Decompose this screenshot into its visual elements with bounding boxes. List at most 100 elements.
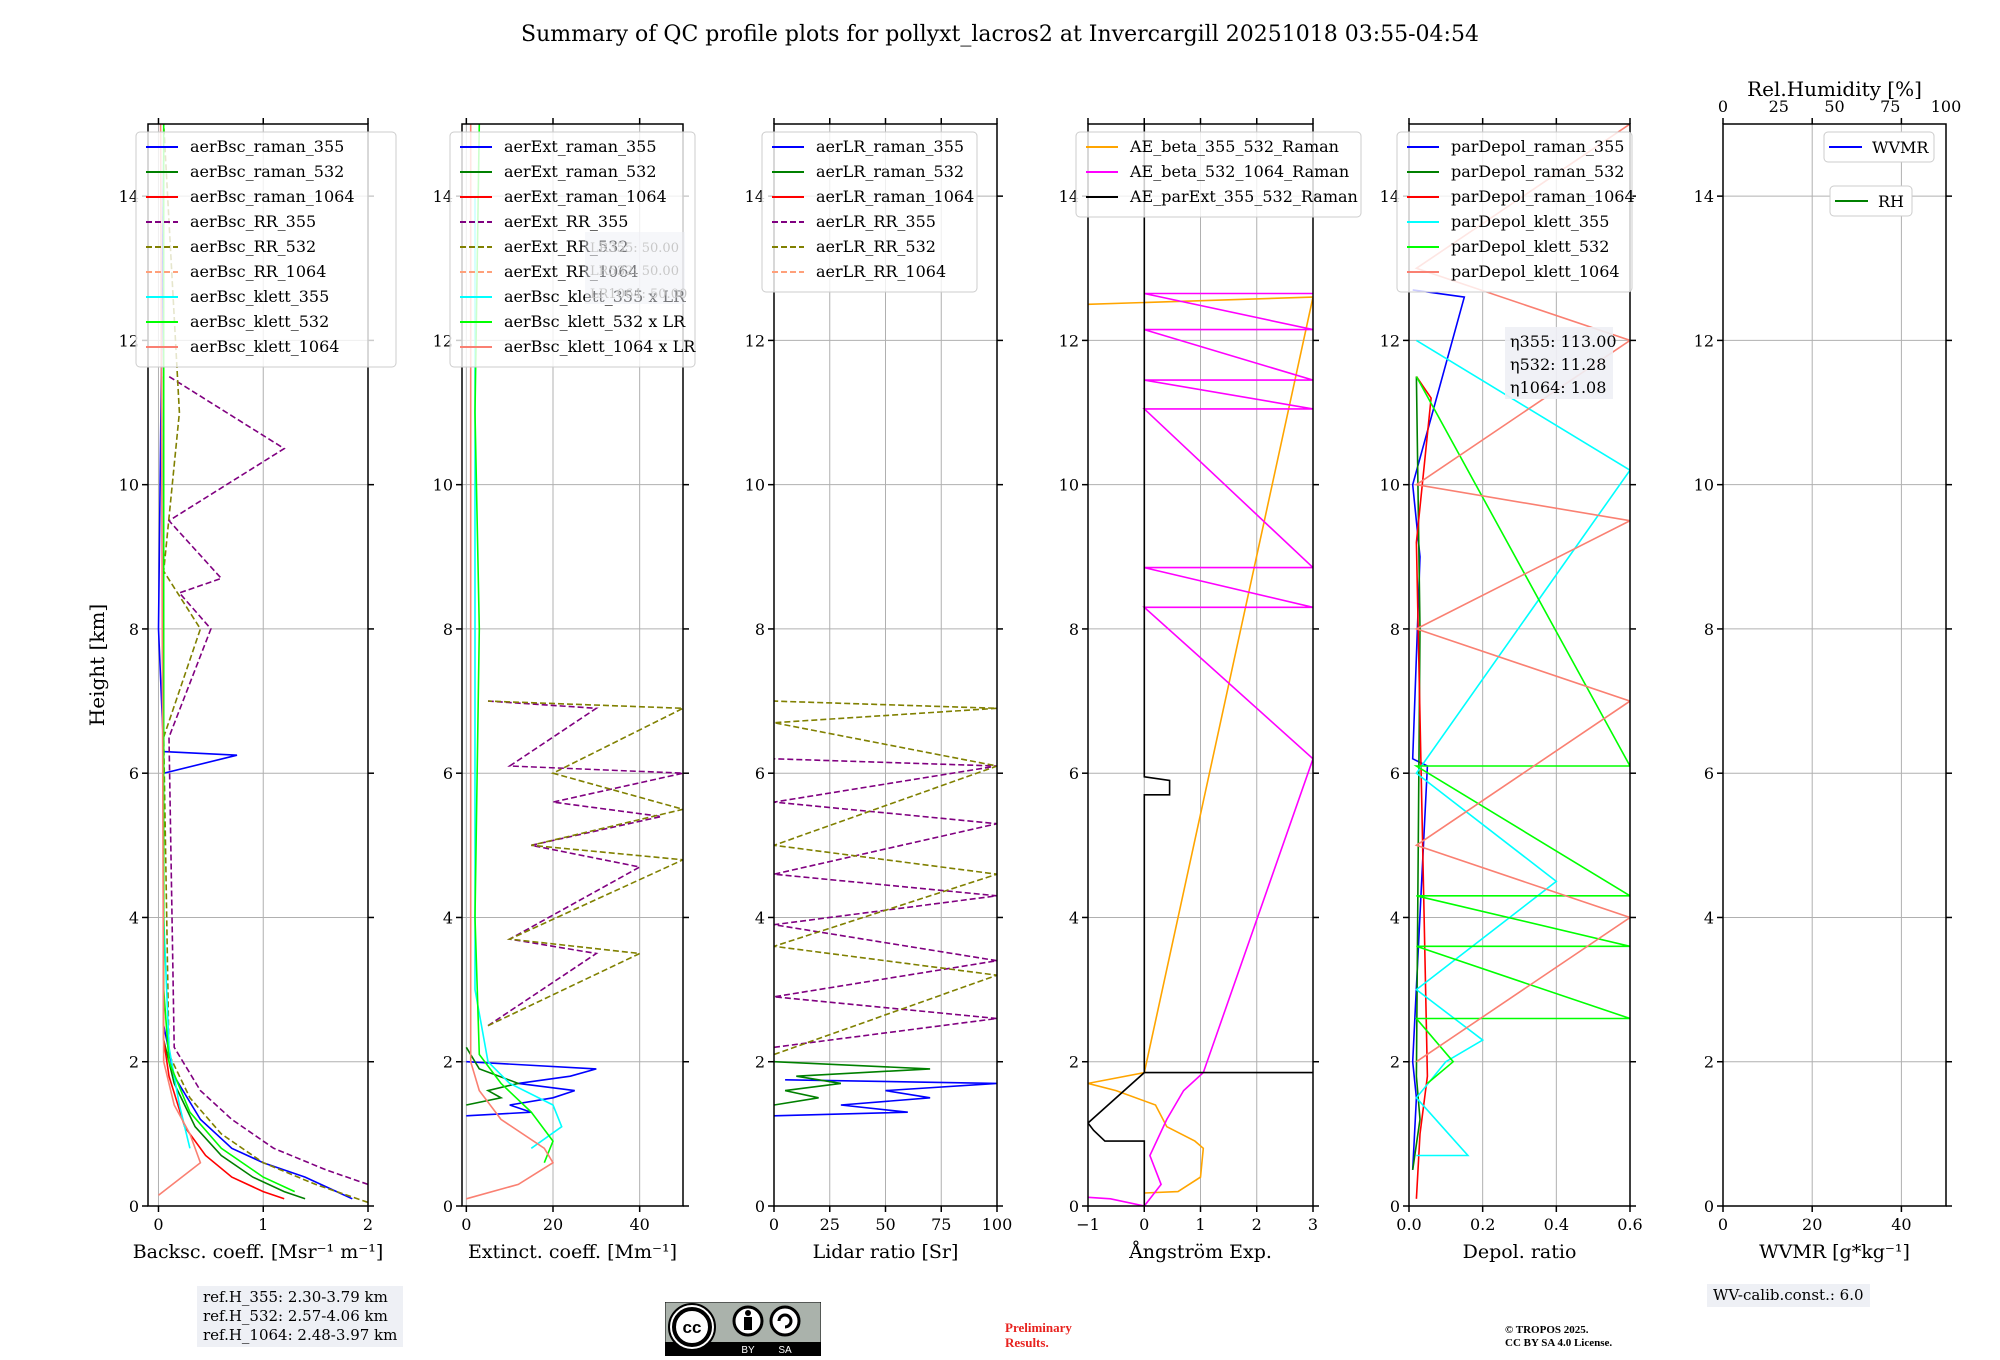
- y-tick-label: 14: [433, 187, 453, 206]
- y-tick-label: 8: [129, 620, 139, 639]
- x-tick-label: 100: [982, 1215, 1013, 1234]
- y-tick-label: 2: [443, 1053, 453, 1072]
- x-axis-label: WVMR [g*kg⁻¹]: [1759, 1241, 1910, 1263]
- legend-label: aerLR_raman_355: [816, 137, 964, 156]
- y-tick-label: 6: [755, 764, 765, 783]
- legend-label: aerBsc_RR_355: [190, 212, 316, 231]
- legend-box: [449, 131, 696, 368]
- annotation-text: η1064: 1.08: [1510, 378, 1606, 397]
- legend-box: [135, 131, 397, 368]
- x-axis-label: Depol. ratio: [1463, 1241, 1577, 1263]
- y-tick-label: 2: [755, 1053, 765, 1072]
- axes-frame: [1722, 123, 1947, 1207]
- legend-label: aerLR_RR_1064: [816, 262, 946, 281]
- legend-label: aerBsc_klett_1064: [190, 337, 339, 356]
- legend-label: parDepol_klett_1064: [1451, 262, 1620, 281]
- y-tick-label: 2: [1704, 1053, 1714, 1072]
- series-line-aerbsc-klett-1064: [158, 124, 202, 1196]
- legend-label: aerBsc_klett_532 x LR: [504, 312, 686, 331]
- y-tick-label: 14: [1059, 187, 1079, 206]
- panel-extinction: 0 20 40 0 2 4 6 8 10 12 14 Extinct. coeff. [Mm⁻¹] ae…: [433, 118, 696, 1263]
- x-axis-label: Backsc. coeff. [Msr⁻¹ m⁻¹]: [133, 1241, 384, 1263]
- x-axis-label: Extinct. coeff. [Mm⁻¹]: [468, 1241, 677, 1263]
- legend-label: WVMR: [1872, 138, 1929, 157]
- top-x-tick-label: 50: [1824, 97, 1844, 116]
- legend-label: parDepol_raman_532: [1451, 162, 1624, 181]
- legend-label: AE_parExt_355_532_Raman: [1129, 187, 1358, 206]
- panel-depolarization: 0.0 0.2 0.4 0.6 0 2 4 6 8 10 12 14 Depol. ratio parDe…: [1380, 118, 1643, 1263]
- y-tick-label: 8: [1390, 620, 1400, 639]
- legend-label: AE_beta_532_1064_Raman: [1129, 162, 1349, 181]
- legend-box: [761, 131, 978, 293]
- y-tick-label: 4: [755, 908, 765, 927]
- legend-box: [1075, 131, 1362, 218]
- y-tick-label: 8: [755, 620, 765, 639]
- series-line-aerlr-raman-532: [774, 1060, 931, 1106]
- x-tick-label: 0.2: [1470, 1215, 1495, 1234]
- series-line-aerbsc-rr-532: [162, 124, 368, 1204]
- legend-label: aerBsc_klett_355: [190, 287, 329, 306]
- series-line-ae-beta-355-532-raman: [1088, 296, 1313, 1194]
- series-line-pardepol-klett-355: [1415, 339, 1630, 1157]
- y-tick-label: 6: [1390, 764, 1400, 783]
- ref-height-532: ref.H_532: 2.57-4.06 km: [203, 1307, 388, 1325]
- axes-frame: [461, 123, 684, 1207]
- copyright-line-2: CC BY SA 4.0 License.: [1505, 1337, 1613, 1349]
- by-label: BY: [741, 1345, 755, 1356]
- series-line-aerlr-raman-355: [774, 1079, 997, 1117]
- cc-by-sa-license-badge: cc BY SA: [665, 1302, 821, 1356]
- legend-label: aerBsc_raman_355: [190, 137, 344, 156]
- y-tick-label: 0: [443, 1197, 453, 1216]
- series-line-ae-beta-532-1064-raman: [1088, 292, 1313, 1206]
- legend-label: parDepol_raman_1064: [1451, 187, 1635, 206]
- wv-calibration-constant: WV-calib.const.: 6.0: [1713, 1286, 1864, 1304]
- series-line-aerbsc-klett-355-x-lr: [474, 196, 563, 1149]
- y-tick-label: 4: [129, 908, 139, 927]
- x-tick-label: 0.6: [1617, 1215, 1642, 1234]
- series-line-pardepol-klett-532: [1413, 376, 1630, 1085]
- x-axis-label: Ångström Exp.: [1128, 1241, 1272, 1263]
- y-tick-label: 10: [119, 476, 139, 495]
- series-line-pardepol-raman-532: [1411, 376, 1421, 1171]
- series-line-aerext-rr-532: [487, 700, 683, 1027]
- y-tick-label: 8: [1704, 620, 1714, 639]
- x-tick-label: 25: [820, 1215, 840, 1234]
- x-tick-label: 2: [1252, 1215, 1262, 1234]
- x-tick-label: 0: [1718, 1215, 1728, 1234]
- y-axis-label: Height [km]: [85, 604, 109, 726]
- annotation-text: LR532: 50.00: [590, 264, 679, 279]
- annotation-text: η355: 113.00: [1510, 332, 1617, 351]
- y-tick-label: 6: [129, 764, 139, 783]
- y-tick-label: 14: [119, 187, 139, 206]
- preliminary-line-1: Preliminary: [1005, 1320, 1072, 1335]
- y-tick-label: 14: [1380, 187, 1400, 206]
- y-tick-label: 0: [755, 1197, 765, 1216]
- y-tick-label: 14: [745, 187, 765, 206]
- top-x-axis-label: Rel.Humidity [%]: [1747, 77, 1922, 101]
- legend-box: [1396, 131, 1633, 293]
- series-line-ae-parext-355-532-raman: [1088, 124, 1313, 1206]
- top-x-tick-label: 25: [1769, 97, 1789, 116]
- y-tick-label: 10: [1694, 476, 1714, 495]
- x-tick-label: 2: [363, 1215, 373, 1234]
- y-tick-label: 4: [1069, 908, 1079, 927]
- legend-label: aerLR_RR_532: [816, 237, 936, 256]
- series-line-pardepol-raman-1064: [1415, 376, 1432, 1199]
- x-tick-label: 0: [153, 1215, 163, 1234]
- annotation-box: [585, 232, 685, 304]
- top-x-tick-label: 75: [1880, 97, 1900, 116]
- legend-label: aerExt_raman_532: [504, 162, 657, 181]
- y-tick-label: 4: [1704, 908, 1714, 927]
- legend-label: RH: [1878, 192, 1904, 211]
- y-tick-label: 12: [433, 331, 453, 350]
- x-tick-label: 0.0: [1396, 1215, 1421, 1234]
- y-tick-label: 10: [433, 476, 453, 495]
- panel-water-vapor: 0 20 40 0 2 4 6 8 10 12 14 WVMR [g*kg⁻¹] 0 25 50 75 100 R…: [1694, 77, 1962, 1263]
- y-tick-label: 0: [1704, 1197, 1714, 1216]
- legend-label: parDepol_klett_355: [1451, 212, 1609, 231]
- ref-height-355: ref.H_355: 2.30-3.79 km: [203, 1288, 388, 1306]
- y-tick-label: 12: [119, 331, 139, 350]
- y-tick-label: 6: [1069, 764, 1079, 783]
- legend-label: AE_beta_355_532_Raman: [1129, 137, 1339, 156]
